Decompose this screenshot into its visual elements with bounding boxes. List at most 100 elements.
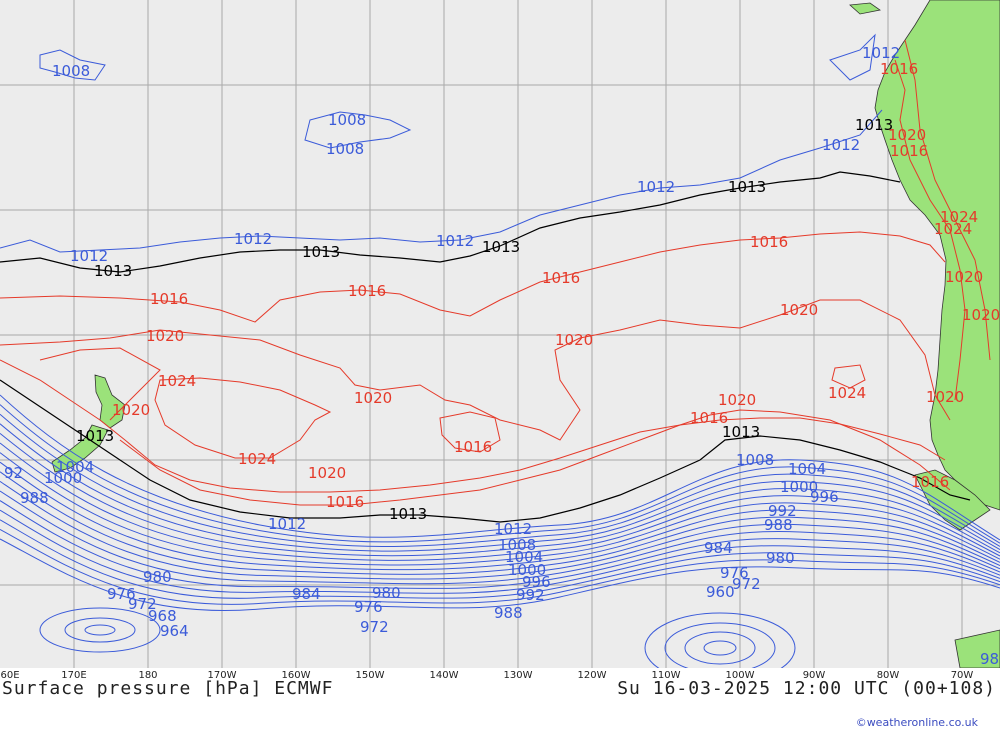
label-1020: 1020 (555, 331, 593, 349)
south-georgia-corner (954, 629, 1000, 669)
isobar-south (0, 423, 1000, 552)
longitude-tick: 90W (802, 670, 826, 681)
isobar-south (0, 442, 1000, 561)
label-1020: 1020 (112, 401, 150, 419)
longitude-tick: 80W (876, 670, 900, 681)
label-1013: 1013 (722, 423, 760, 441)
label-1016: 1016 (750, 233, 788, 251)
label-988: 988 (20, 489, 49, 507)
longitude-tick: 160W (281, 670, 311, 681)
label-1016: 1016 (542, 269, 580, 287)
label-972: 972 (128, 595, 157, 613)
label-1012: 1012 (268, 515, 306, 533)
isobar-south (0, 509, 1000, 594)
label-1024: 1024 (934, 220, 972, 238)
new-zealand-north (94, 374, 126, 429)
longitude-tick: 130W (503, 670, 533, 681)
label-1020: 1020 (945, 268, 983, 286)
longitude-tick: 120W (577, 670, 607, 681)
isobar-south (0, 471, 1000, 575)
label-1000: 1000 (508, 561, 546, 579)
label-976: 976 (354, 598, 383, 616)
label-1013: 1013 (482, 238, 520, 256)
label-960: 960 (706, 583, 735, 601)
label-1020: 1020 (354, 389, 392, 407)
label-1013: 1013 (855, 116, 893, 134)
label-988: 988 (494, 604, 523, 622)
label-1024: 1024 (158, 372, 196, 390)
label-1020: 1020 (962, 306, 1000, 324)
isobar-1024-a (154, 377, 332, 459)
label-980: 980 (143, 568, 172, 586)
label-1016: 1016 (326, 493, 364, 511)
label-996: 996 (522, 573, 551, 591)
label-984: 984 (704, 539, 733, 557)
isobar-1008-n-a (39, 49, 106, 81)
isobar-south (0, 480, 1000, 580)
galapagos-area (849, 2, 881, 15)
isobar-south (0, 461, 1000, 571)
southern-isobar-group (0, 394, 1000, 611)
label-1020: 1020 (780, 301, 818, 319)
label-1012: 1012 (862, 44, 900, 62)
credit-link[interactable]: ©weatheronline.co.uk (855, 716, 978, 729)
isobar-south (0, 433, 1000, 557)
label-1012: 1012 (234, 230, 272, 248)
isobar-1008-n-b (304, 111, 412, 149)
label-1020: 1020 (926, 388, 964, 406)
label-1008: 1008 (328, 111, 366, 129)
label-1013: 1013 (302, 243, 340, 261)
label-976: 976 (107, 585, 136, 603)
isobar-1020-nz (39, 347, 161, 421)
label-992: 992 (768, 502, 797, 520)
label-1016: 1016 (880, 60, 918, 78)
isobar-south (0, 500, 1000, 589)
label-1012: 1012 (494, 520, 532, 538)
isobar-labels: 1008 1008 1008 1012 1012 1012 1012 1012 … (4, 44, 1000, 668)
label-984: 984 (292, 585, 321, 603)
label-968: 968 (148, 607, 177, 625)
label-1004: 1004 (56, 458, 94, 476)
label-1012: 1012 (822, 136, 860, 154)
longitude-tick: 150W (355, 670, 385, 681)
longitude-tick: 70W (950, 670, 974, 681)
label-1008: 1008 (52, 62, 90, 80)
label-1004: 1004 (788, 460, 826, 478)
label-1024: 1024 (828, 384, 866, 402)
label-1024: 1024 (940, 208, 978, 226)
label-98: 98 (980, 650, 999, 668)
longitude-tick: 60E (0, 670, 20, 681)
label-1016: 1016 (690, 409, 728, 427)
label-1008: 1008 (736, 451, 774, 469)
tierra-del-fuego (914, 469, 991, 531)
label-1013: 1013 (94, 262, 132, 280)
label-1000: 1000 (44, 469, 82, 487)
label-1008: 1008 (326, 140, 364, 158)
label-972: 972 (732, 575, 761, 593)
label-1016: 1016 (911, 473, 949, 491)
label-1020: 1020 (146, 327, 184, 345)
label-996: 996 (810, 488, 839, 506)
isobar-1016-s (119, 409, 951, 506)
longitude-tick: 140W (429, 670, 459, 681)
label-1016: 1016 (454, 438, 492, 456)
isobar-andes-1 (894, 59, 966, 401)
isobar-1020-s (0, 359, 946, 493)
low-center (39, 607, 796, 684)
label-980: 980 (766, 549, 795, 567)
map-canvas: 1008 1008 1008 1012 1012 1012 1012 1012 … (0, 0, 1000, 684)
label-1012: 1012 (70, 247, 108, 265)
new-zealand-south (51, 424, 109, 473)
label-1013: 1013 (728, 178, 766, 196)
isobar-south (0, 394, 1000, 541)
label-1012: 1012 (436, 232, 474, 250)
label-1008: 1008 (498, 536, 536, 554)
label-1020: 1020 (308, 464, 346, 482)
isobar-1016-center (439, 411, 501, 453)
isobar-south (0, 528, 1000, 605)
label-988: 988 (764, 516, 793, 534)
label-1004: 1004 (505, 548, 543, 566)
label-1013: 1013 (76, 427, 114, 445)
label-1016: 1016 (890, 142, 928, 160)
isobar-1013-n (0, 171, 901, 273)
